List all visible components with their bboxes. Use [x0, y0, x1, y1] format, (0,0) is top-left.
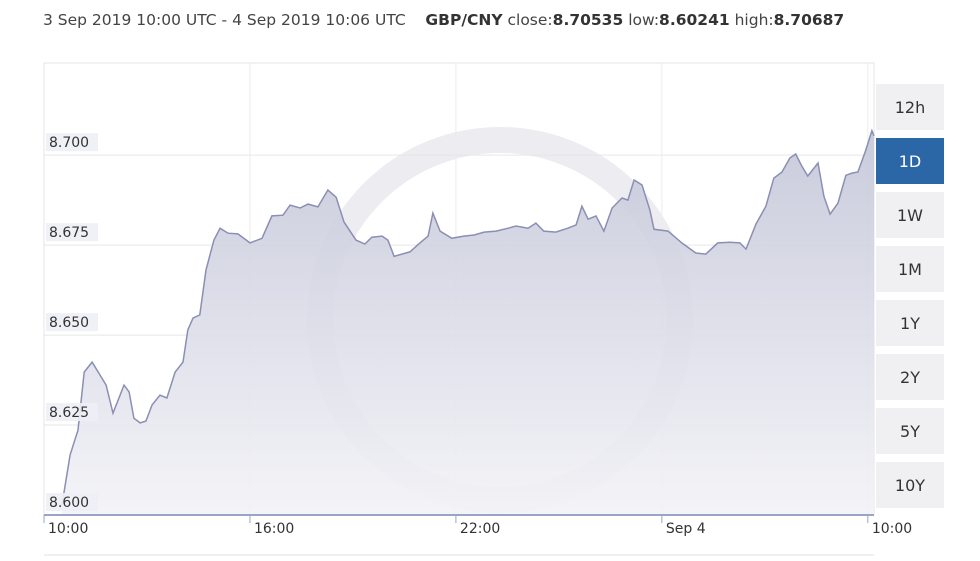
y-label-bg [46, 493, 98, 511]
y-tick-label: 8.600 [49, 495, 89, 511]
header: 3 Sep 2019 10:00 UTC - 4 Sep 2019 10:06 … [43, 11, 844, 29]
x-tick-label: Sep 4 [666, 521, 706, 537]
y-tick-label: 8.675 [49, 225, 89, 241]
range-button[interactable]: 1Y [876, 300, 944, 346]
range-button[interactable]: 10Y [876, 462, 944, 508]
y-label-bg [46, 133, 98, 152]
high-label: high: [734, 11, 774, 29]
y-label-bg [46, 223, 98, 242]
range-button[interactable]: 2Y [876, 354, 944, 400]
x-tick-label: 10:00 [872, 521, 912, 537]
x-tick-label: 10:00 [48, 521, 88, 537]
price-line [61, 128, 875, 507]
y-tick-label: 8.625 [49, 405, 89, 421]
pair: GBP/CNY [425, 11, 503, 29]
x-tick-label: 16:00 [254, 521, 294, 537]
area-fill [61, 130, 875, 515]
range-button[interactable]: 1M [876, 246, 944, 292]
x-tick-label: 22:00 [460, 521, 500, 537]
high-value: 8.70687 [773, 11, 845, 29]
range-button[interactable]: 1D [876, 138, 944, 184]
close-label: close: [507, 11, 553, 29]
range-button[interactable]: 5Y [876, 408, 944, 454]
close-value: 8.70535 [552, 11, 624, 29]
y-tick-label: 8.700 [49, 135, 89, 151]
range-button[interactable]: 1W [876, 192, 944, 238]
range-button[interactable]: 12h [876, 84, 944, 130]
low-value: 8.60241 [659, 11, 730, 29]
y-label-bg [46, 403, 98, 422]
y-label-bg [46, 313, 98, 332]
y-tick-label: 8.650 [49, 315, 89, 331]
low-label: low: [628, 11, 660, 29]
date-range: 3 Sep 2019 10:00 UTC - 4 Sep 2019 10:06 … [43, 11, 406, 29]
